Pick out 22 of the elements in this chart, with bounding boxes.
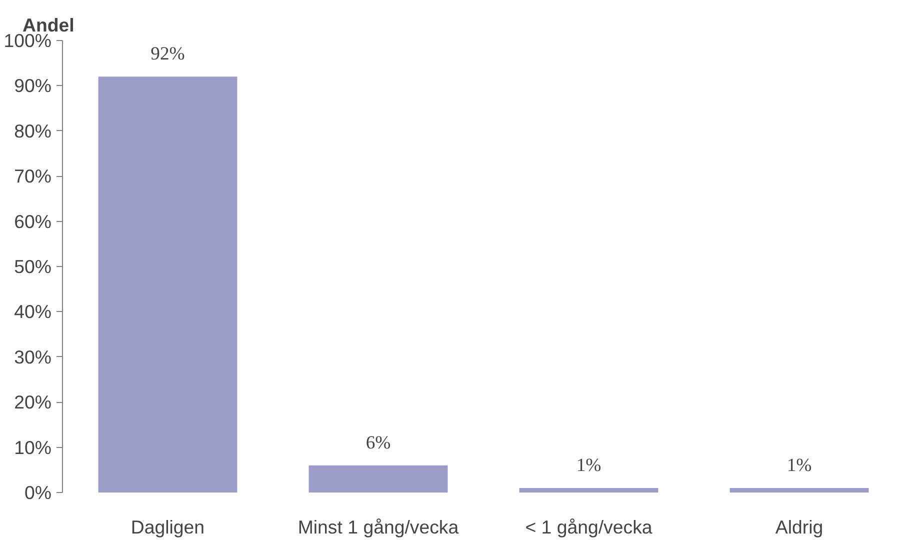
y-tick-label: 90%	[14, 75, 52, 96]
y-tick-label: 70%	[14, 166, 52, 187]
bar	[730, 488, 869, 492]
x-tick-label: Minst 1 gång/vecka	[298, 516, 460, 538]
bar	[98, 76, 238, 492]
x-tick-label: Dagligen	[130, 516, 205, 538]
x-tick-label: < 1 gång/vecka	[525, 516, 653, 538]
bar	[519, 488, 658, 492]
data-label: 1%	[786, 454, 812, 476]
bar	[308, 465, 448, 492]
data-label: 92%	[150, 44, 185, 65]
y-tick-label: 10%	[14, 436, 52, 458]
y-tick-label: 60%	[14, 210, 52, 232]
y-tick-label: 40%	[14, 301, 52, 322]
x-tick-label: Aldrig	[775, 516, 824, 538]
data-label: 1%	[576, 454, 602, 476]
y-tick-label: 50%	[14, 256, 52, 277]
y-tick-label: 80%	[14, 120, 52, 142]
y-tick-label: 30%	[14, 346, 52, 368]
data-label: 6%	[366, 432, 391, 454]
y-tick-label: 20%	[14, 392, 52, 413]
y-tick-label: 0%	[24, 482, 52, 503]
